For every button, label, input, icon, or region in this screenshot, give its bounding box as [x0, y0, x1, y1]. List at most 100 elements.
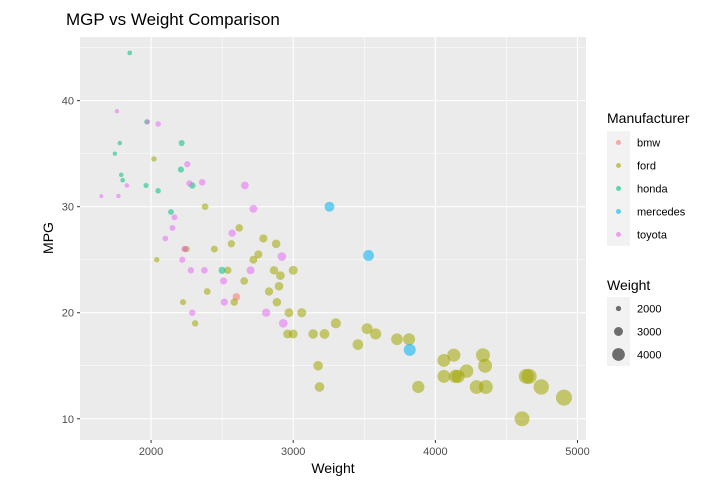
size-legend-title: Weight [607, 277, 650, 293]
point-toyota [144, 119, 151, 125]
point-ford [288, 329, 298, 339]
point-mercedes [363, 250, 374, 261]
point-ford [210, 245, 218, 253]
point-ford [276, 271, 285, 280]
x-axis-title: Weight [311, 460, 354, 476]
x-tick-label: 4000 [423, 446, 447, 458]
point-toyota [262, 308, 271, 317]
size-legend: 2000 3000 4000 [607, 297, 661, 366]
point-honda [112, 151, 117, 156]
point-ford [361, 323, 373, 335]
point-ford [319, 329, 330, 339]
point-ford [201, 203, 209, 211]
point-ford [272, 297, 282, 307]
point-ford [412, 380, 425, 394]
color-legend-title: Manufacturer [607, 110, 690, 126]
legend-key-mercedes [616, 209, 621, 214]
point-ford [191, 320, 199, 327]
point-ford [151, 156, 157, 162]
point-toyota [249, 204, 258, 213]
point-toyota [124, 183, 130, 188]
point-ford [437, 354, 451, 367]
point-ford [284, 308, 294, 318]
point-ford [391, 333, 403, 346]
point-ford [154, 256, 160, 263]
point-honda [118, 172, 124, 178]
y-tick-label: 40 [62, 96, 74, 108]
point-honda [177, 166, 184, 173]
point-ford [288, 265, 298, 275]
point-honda [218, 266, 226, 274]
size-label-2000: 2000 [637, 304, 661, 316]
point-ford [271, 239, 281, 249]
point-ford [514, 411, 530, 427]
point-toyota [184, 161, 191, 168]
point-ford [269, 266, 279, 275]
point-ford [230, 298, 238, 306]
point-toyota [162, 235, 169, 242]
legend-key-honda [616, 186, 621, 191]
point-toyota [114, 109, 120, 114]
point-ford [313, 360, 323, 371]
point-honda [117, 140, 123, 146]
point-toyota [155, 121, 161, 127]
legend-label-mercedes: mercedes [637, 207, 686, 219]
point-toyota [241, 181, 249, 190]
y-tick-label: 10 [62, 414, 74, 426]
point-ford [437, 369, 451, 383]
data-points [99, 50, 572, 427]
point-ford [403, 333, 416, 346]
y-tick-label: 20 [62, 308, 74, 320]
point-ford [533, 379, 549, 395]
x-tick-label: 3000 [281, 446, 305, 458]
point-toyota [198, 178, 206, 186]
point-toyota [220, 298, 228, 306]
point-toyota [246, 266, 255, 275]
color-legend: bmw ford honda mercedes toyota [607, 131, 686, 246]
point-ford [224, 266, 232, 274]
point-toyota [189, 309, 196, 316]
legend-key-ford [616, 163, 621, 168]
point-toyota [99, 194, 104, 199]
x-tick-label: 2000 [139, 446, 163, 458]
axes: 2000 3000 4000 5000 10 20 30 40 [62, 96, 590, 458]
point-toyota [277, 252, 287, 261]
point-toyota [182, 246, 189, 253]
size-label-3000: 3000 [637, 327, 661, 339]
point-toyota [169, 224, 176, 231]
legend-key-toyota [616, 232, 621, 237]
point-ford [240, 277, 249, 285]
point-toyota [187, 267, 195, 274]
point-ford [447, 348, 461, 362]
point-toyota [171, 214, 178, 221]
point-toyota [278, 318, 288, 328]
point-honda [178, 140, 185, 147]
legend-label-ford: ford [637, 161, 656, 173]
point-ford [308, 329, 318, 339]
point-ford [179, 299, 187, 306]
point-toyota [219, 277, 228, 285]
point-mercedes [324, 201, 335, 212]
size-key-4000 [612, 348, 625, 361]
chart-title: MGP vs Weight Comparison [66, 10, 280, 29]
point-ford [259, 234, 268, 243]
point-ford [264, 287, 274, 296]
point-ford [478, 358, 493, 373]
point-mercedes [403, 343, 416, 356]
size-key-2000 [615, 305, 622, 312]
point-ford [297, 308, 307, 318]
legend-label-honda: honda [637, 184, 668, 196]
point-ford [555, 389, 572, 406]
point-toyota [201, 266, 208, 274]
point-toyota [228, 229, 236, 237]
point-honda [155, 188, 161, 194]
size-key-3000 [614, 327, 623, 336]
point-ford [330, 318, 341, 329]
y-tick-label: 30 [62, 202, 74, 214]
point-ford [249, 255, 258, 264]
point-ford [235, 224, 243, 232]
point-ford [203, 288, 211, 295]
point-toyota [186, 180, 193, 187]
point-ford [478, 379, 493, 394]
legend-label-toyota: toyota [637, 230, 668, 242]
